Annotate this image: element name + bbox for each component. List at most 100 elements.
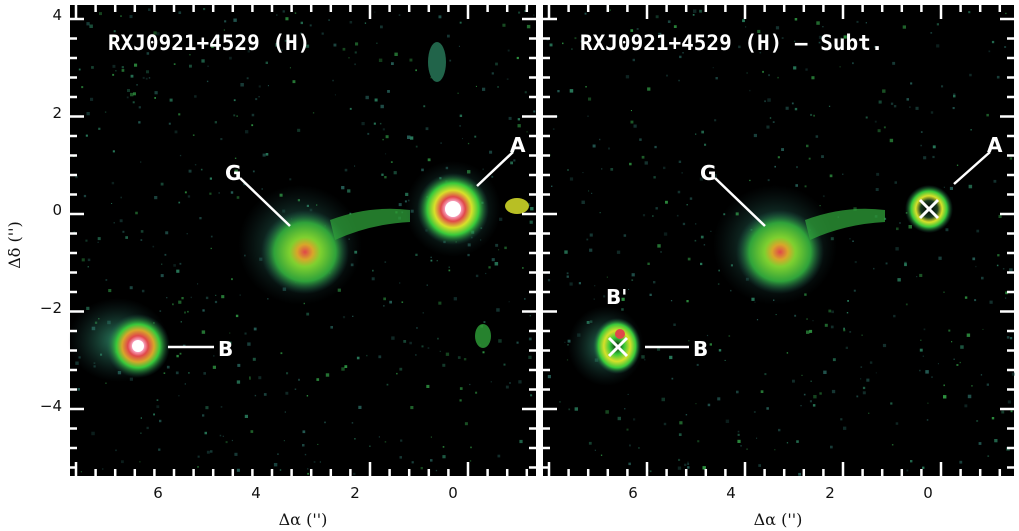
noise-speckle: [885, 262, 888, 265]
noise-speckle: [265, 153, 269, 156]
noise-speckle: [249, 376, 251, 378]
noise-speckle: [374, 11, 376, 13]
noise-speckle: [1006, 336, 1010, 339]
noise-speckle: [524, 91, 527, 94]
noise-speckle: [213, 355, 215, 357]
noise-speckle: [507, 49, 510, 52]
noise-speckle: [630, 120, 634, 124]
noise-speckle: [874, 120, 877, 123]
noise-speckle: [800, 405, 802, 407]
noise-speckle: [140, 432, 142, 434]
noise-speckle: [758, 464, 761, 467]
noise-speckle: [409, 58, 413, 62]
noise-speckle: [505, 385, 509, 389]
noise-speckle: [566, 359, 569, 361]
noise-speckle: [214, 121, 217, 124]
noise-speckle: [430, 259, 433, 262]
noise-speckle: [364, 22, 367, 24]
noise-speckle: [188, 169, 192, 173]
noise-speckle: [608, 147, 610, 150]
noise-speckle: [968, 11, 971, 14]
noise-speckle: [840, 37, 842, 39]
noise-speckle: [411, 461, 414, 464]
noise-speckle: [334, 94, 336, 96]
noise-speckle: [812, 404, 816, 407]
panel-right: RXJ0921+4529 (H) – Subt. A G B B': [543, 5, 1015, 476]
noise-speckle: [111, 181, 115, 185]
noise-speckle: [294, 388, 297, 390]
noise-speckle: [178, 300, 182, 304]
noise-speckle: [866, 378, 870, 382]
noise-speckle: [605, 410, 609, 414]
noise-speckle: [524, 10, 526, 12]
noise-speckle: [351, 422, 354, 424]
noise-speckle: [297, 128, 301, 132]
noise-speckle: [526, 24, 531, 29]
noise-speckle: [203, 8, 206, 11]
noise-speckle: [475, 85, 477, 87]
noise-speckle: [237, 363, 241, 367]
noise-speckle: [328, 19, 330, 21]
noise-speckle: [804, 185, 807, 188]
noise-speckle: [422, 312, 424, 314]
noise-speckle: [653, 281, 656, 284]
noise-speckle: [464, 422, 468, 426]
noise-speckle: [249, 378, 251, 380]
noise-speckle: [176, 354, 179, 358]
noise-speckle: [753, 133, 757, 138]
noise-speckle: [383, 297, 386, 301]
noise-speckle: [941, 85, 944, 88]
noise-speckle: [658, 32, 662, 36]
noise-speckle: [197, 455, 200, 458]
panel-right-title: RXJ0921+4529 (H) – Subt.: [580, 31, 883, 55]
noise-speckle: [199, 217, 202, 220]
noise-speckle: [695, 133, 697, 135]
noise-speckle: [551, 185, 553, 187]
noise-speckle: [89, 24, 93, 28]
noise-speckle: [341, 186, 345, 190]
noise-speckle: [809, 329, 813, 333]
noise-speckle: [694, 239, 697, 242]
noise-speckle: [715, 77, 718, 80]
noise-speckle: [845, 346, 848, 349]
noise-speckle: [153, 31, 157, 35]
noise-speckle: [953, 93, 956, 96]
noise-speckle: [134, 63, 138, 67]
noise-speckle: [695, 403, 697, 405]
noise-speckle: [805, 68, 808, 71]
noise-speckle: [496, 308, 500, 312]
noise-speckle: [627, 393, 629, 395]
noise-speckle: [302, 430, 306, 434]
noise-speckle: [916, 276, 918, 278]
noise-speckle: [112, 64, 116, 68]
noise-speckle: [706, 334, 709, 337]
noise-speckle: [384, 261, 387, 263]
noise-speckle: [601, 168, 603, 170]
noise-speckle: [305, 44, 310, 48]
noise-speckle: [121, 66, 124, 69]
noise-speckle: [246, 77, 249, 80]
noise-speckle: [795, 184, 798, 187]
noise-speckle: [510, 149, 514, 153]
noise-speckle: [533, 14, 535, 16]
noise-speckle: [254, 394, 257, 397]
noise-speckle: [382, 138, 384, 141]
noise-speckle: [385, 135, 389, 139]
noise-speckle: [148, 77, 151, 79]
noise-speckle: [371, 277, 375, 281]
label-g-left: G: [225, 161, 241, 185]
noise-speckle: [882, 343, 887, 348]
noise-speckle: [391, 62, 394, 65]
label-a-right: A: [987, 133, 1003, 157]
noise-speckle: [393, 171, 397, 175]
noise-speckle: [621, 308, 624, 311]
noise-speckle: [986, 113, 989, 117]
noise-speckle: [681, 172, 683, 174]
noise-speckle: [589, 248, 593, 252]
noise-speckle: [267, 85, 269, 87]
label-b-right: B: [693, 337, 708, 361]
noise-speckle: [316, 378, 320, 381]
noise-speckle: [777, 156, 780, 159]
noise-speckle: [657, 244, 661, 248]
noise-speckle: [306, 312, 310, 316]
